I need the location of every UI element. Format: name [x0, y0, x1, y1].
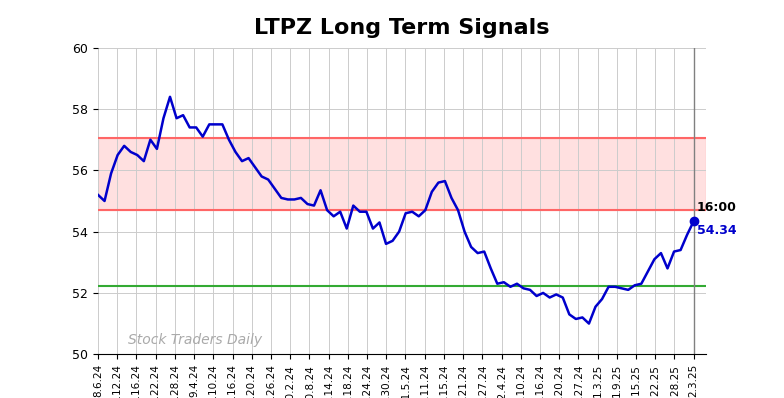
- Text: 16:00: 16:00: [697, 201, 736, 215]
- Bar: [98, 139, 706, 211]
- Text: 54.34: 54.34: [697, 224, 736, 237]
- Title: LTPZ Long Term Signals: LTPZ Long Term Signals: [254, 18, 550, 38]
- Text: Stock Traders Daily: Stock Traders Daily: [128, 333, 262, 347]
